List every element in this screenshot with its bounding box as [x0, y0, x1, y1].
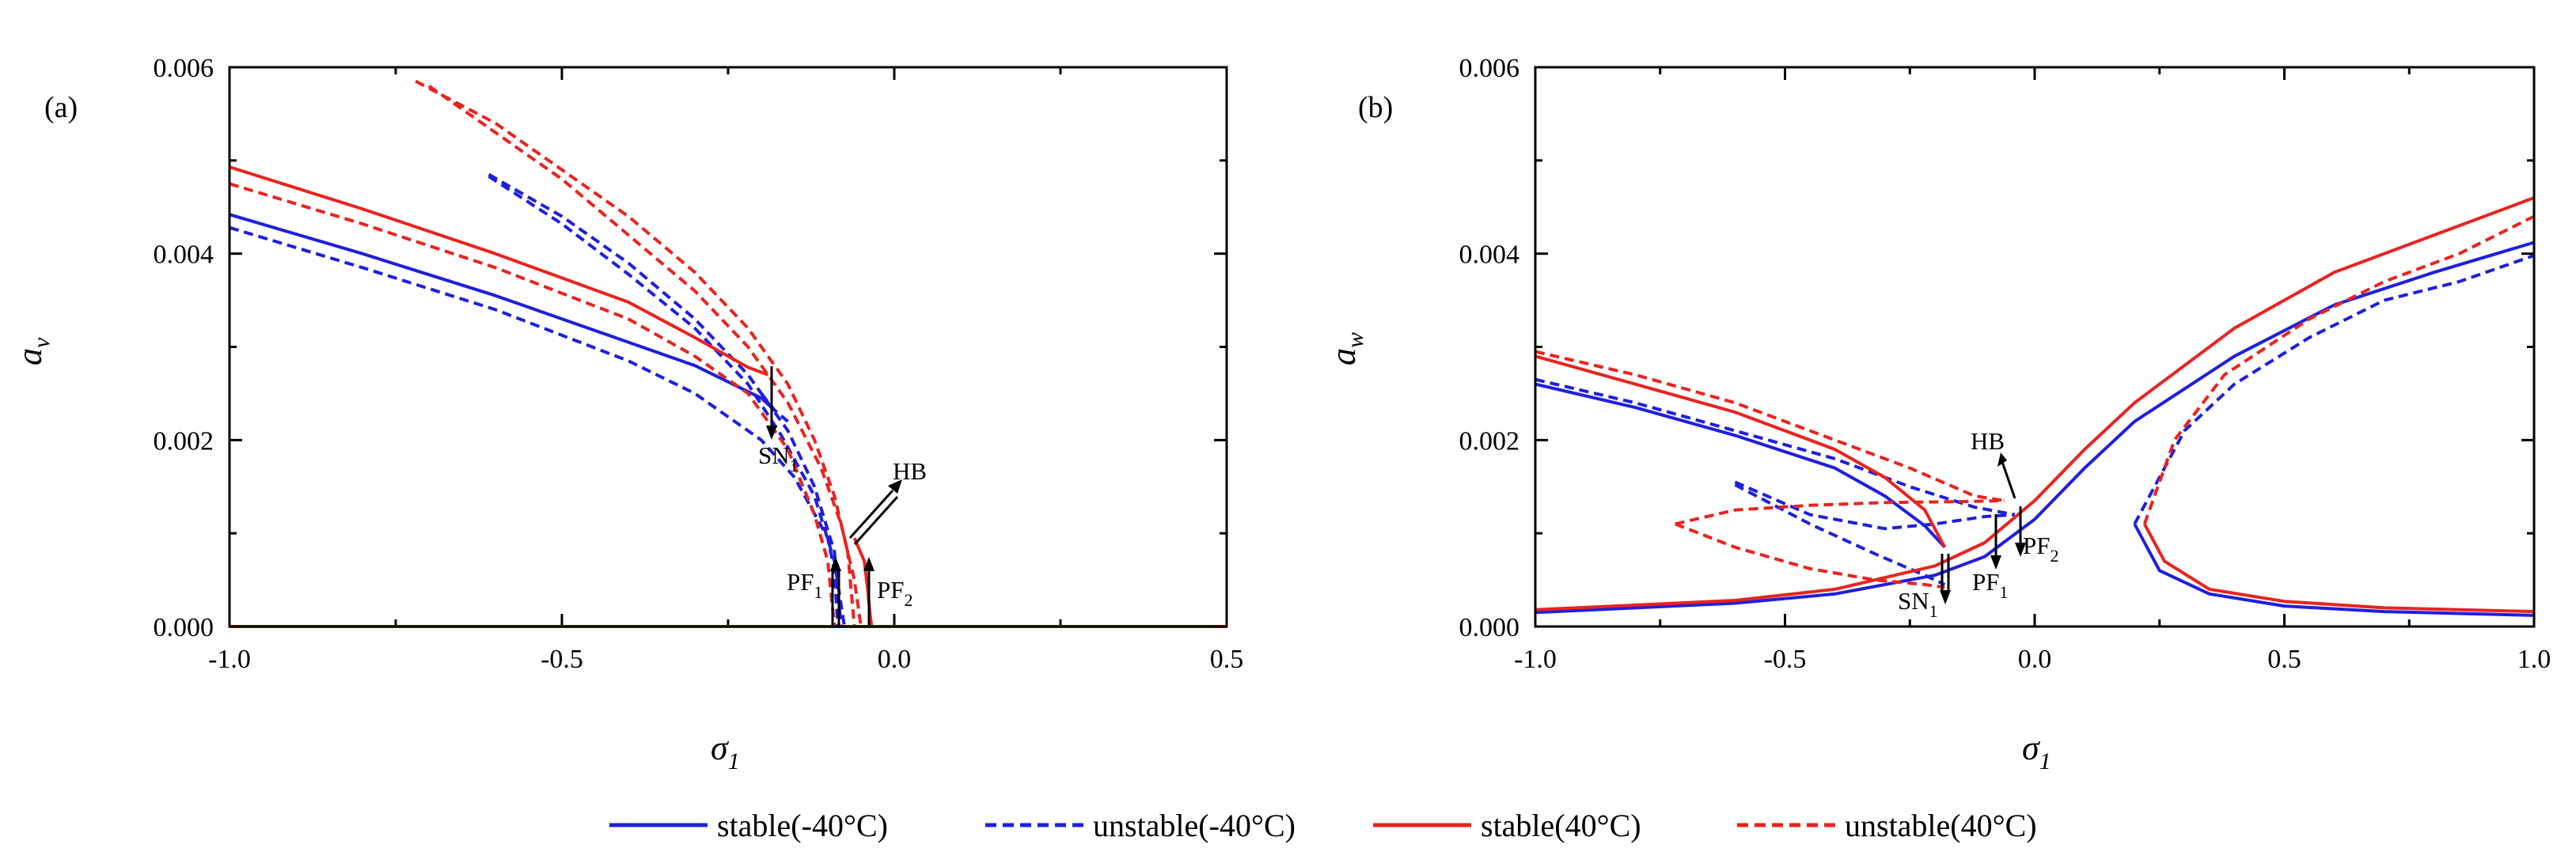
panel-b-series-stable-0: [1535, 382, 1946, 549]
panel-a: (a) av σ1 -1.0 -0.5 0.0 0.5 0.000 0.002 0.004 0…: [10, 54, 1243, 774]
panel-a-xlabel-sub: 1: [728, 748, 740, 774]
panel-b-series-unstable-5: [1734, 483, 1946, 586]
panel-b-series-unstable-11: [1675, 498, 2005, 526]
pf2-arrowhead-a: [863, 557, 874, 571]
hb-label-b: HB: [1971, 427, 2005, 455]
legend-label-2: stable(40°C): [1481, 808, 1641, 843]
panel-b-xtick-label: -1.0: [1514, 645, 1557, 674]
panel-a-ytick-label: 0.006: [154, 54, 214, 83]
legend-label-0: stable(-40°C): [717, 808, 888, 843]
panel-a-x-axis-title: σ1: [711, 729, 740, 774]
panel-a-series-unstable-4: [760, 392, 789, 423]
pf2-label-a: PF2: [877, 576, 912, 610]
pf1-arrowhead-b: [1990, 555, 2001, 570]
pf1-label-b: PF1: [1972, 568, 2008, 602]
pf1-label-a: PF1: [787, 568, 822, 602]
panel-b-series-unstable-4: [1734, 480, 2015, 531]
panel-a-series-unstable-3: [488, 175, 846, 627]
panel-a-xtick-label: -1.0: [208, 645, 251, 674]
panel-b-series-stable-7: [1535, 354, 1947, 548]
panel-b-xlabel-sub: 1: [2039, 748, 2051, 774]
panel-b-series-unstable-13: [2142, 214, 2535, 525]
panel-a-series-stable-6: [852, 537, 874, 627]
panel-b-ticks: -1.0 -0.5 0.0 0.5 1.0 0.000 0.002 0.004 0.006: [1459, 54, 2551, 674]
panel-b-series-unstable-6: [2133, 254, 2535, 525]
panel-b-ytick-label: 0.004: [1459, 240, 1520, 270]
hb-arrowhead: [888, 479, 902, 494]
panel-a-ytick-label: 0.000: [154, 613, 214, 642]
panel-a-series: [229, 79, 1227, 628]
panel-a-ticks: -1.0 -0.5 0.0 0.5 0.000 0.002 0.004 0.006: [154, 54, 1244, 674]
panel-a-series-unstable-9: [427, 84, 863, 627]
panel-a-ytick-label: 0.004: [154, 240, 214, 270]
panel-b-ytick-label: 0.002: [1459, 426, 1520, 456]
panel-a-xtick-label: 0.0: [878, 645, 912, 674]
panel-b-series-stable-8: [1535, 196, 2535, 611]
panel-b-y-axis-title: aw: [1324, 332, 1368, 365]
hb-arrowhead-b: [1997, 452, 2007, 467]
sn1-label-a: SN1: [758, 441, 799, 475]
panel-a-xtick-label: 0.5: [1210, 645, 1244, 674]
panel-a-ytick-label: 0.002: [154, 426, 214, 456]
panel-b-ytick-label: 0.000: [1459, 613, 1520, 642]
panel-a-series-unstable-1: [229, 225, 840, 627]
hb-arrow-1: [848, 489, 894, 540]
panel-a-xlabel-main: σ: [711, 729, 730, 767]
panel-b-xtick-label: 0.0: [2018, 645, 2052, 674]
panel-b-frame: [1534, 66, 2536, 628]
panel-b-ylabel-main: a: [1324, 348, 1363, 365]
panel-b-series: [1535, 196, 2535, 617]
pf2-label-b: PF2: [2023, 532, 2058, 566]
panel-a-xtick-label: -0.5: [541, 645, 583, 674]
panel-b-series-unstable-12: [1674, 522, 1945, 589]
panel-a-series-unstable-7: [229, 182, 837, 627]
sn1-arrowhead-b: [1940, 590, 1951, 604]
pf1-arrowhead-a: [830, 557, 841, 571]
panel-b-x-axis-title: σ1: [2022, 729, 2051, 774]
panel-a-ylabel-sub: v: [28, 337, 55, 348]
legend-label-1: unstable(-40°C): [1093, 808, 1296, 843]
panel-b-label: (b): [1358, 91, 1393, 124]
panel-b-ytick-label: 0.006: [1459, 54, 1520, 83]
sn1-arrowhead: [766, 426, 777, 440]
panel-b-xtick-label: 1.0: [2517, 645, 2551, 674]
panel-b-series-stable-2: [2133, 523, 2535, 617]
panel-a-series-unstable-2: [488, 172, 843, 627]
legend-label-3: unstable(40°C): [1845, 808, 2037, 843]
panel-a-series-stable-0: [229, 213, 776, 412]
panel-a-series-stable-5: [229, 165, 769, 377]
legend: stable(-40°C) unstable(-40°C) stable(40°C)…: [609, 808, 2037, 843]
panel-a-y-axis-title: av: [10, 337, 55, 365]
panel-b-xlabel-main: σ: [2022, 729, 2041, 767]
hb-label-a: HB: [893, 457, 927, 485]
panel-a-annotations: SN1 HB PF1 PF2: [758, 366, 927, 627]
panel-b-ylabel-sub: w: [1342, 332, 1368, 348]
panel-b-annotations: HB PF2 PF1 SN1: [1898, 427, 2058, 621]
sn1-label-b: SN1: [1898, 587, 1938, 621]
panel-a-frame: [228, 66, 1228, 628]
panel-a-series-unstable-8: [415, 79, 856, 627]
panel-b-xtick-label: -0.5: [1764, 645, 1807, 674]
hb-arrow-b: [2001, 461, 2016, 499]
hb-arrow-2: [853, 495, 899, 546]
panel-a-label: (a): [44, 91, 78, 124]
pf2-arrowhead-b: [2015, 543, 2026, 557]
panel-b-series-stable-9: [2143, 523, 2535, 614]
panel-b: (b) aw σ1 -1.0 -0.5 0.0 0.5 1.0 0.000 0.002 0.0…: [1324, 54, 2551, 774]
panel-b-xtick-label: 0.5: [2267, 645, 2301, 674]
panel-a-ylabel-main: a: [10, 348, 49, 365]
panel-b-series-unstable-3: [1535, 377, 2016, 517]
